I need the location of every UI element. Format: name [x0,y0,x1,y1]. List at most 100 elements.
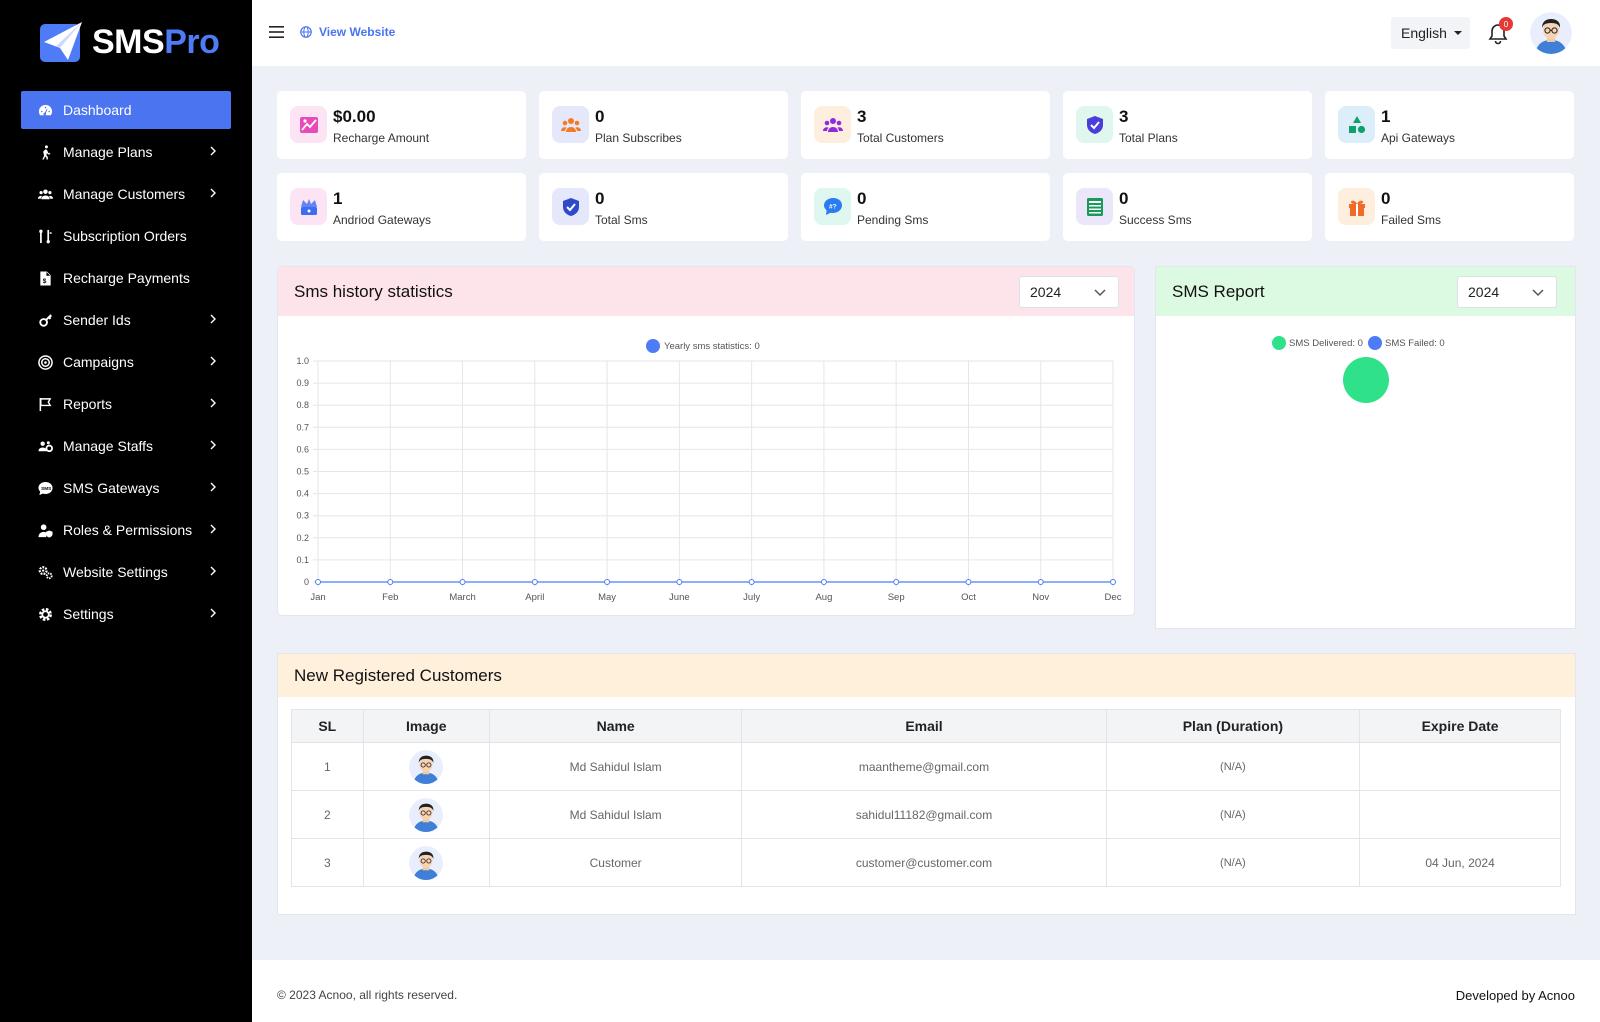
cell-email: sahidul11182@gmail.com [741,790,1107,839]
stat-card-success-sms: 0 Success Sms [1063,173,1312,241]
sidebar-item-roles-permissions[interactable]: Roles & Permissions [21,511,231,549]
user-avatar[interactable] [1530,12,1572,54]
brand-logo[interactable]: SMSPro [40,22,220,62]
brand-name: SMSPro [92,22,220,61]
table-row: 1 Md Sahidul Islam maantheme@gmail.com (… [291,742,1561,791]
x-tick-label: June [669,592,690,603]
sidebar-item-label: Subscription Orders [63,228,187,244]
sidebar-item-settings[interactable]: Settings [21,595,231,633]
column-header-image[interactable]: Image [362,709,490,743]
cell-plan: (N/A) [1105,790,1361,839]
sidebar-item-label: Settings [63,606,114,622]
stat-label: Recharge Amount [333,131,430,145]
paper-plane-logo-icon [40,22,82,62]
x-tick-label: April [525,592,544,603]
sidebar-item-website-settings[interactable]: Website Settings [21,553,231,591]
column-header-email[interactable]: Email [741,709,1107,743]
stat-value: 0 [1381,189,1391,208]
x-tick-label: May [598,592,616,603]
y-tick-label: 0.3 [296,511,309,521]
notification-count-badge: 0 [1499,17,1513,31]
sms-report-year-select[interactable]: 2024 [1457,276,1557,308]
flag-icon [37,396,53,412]
stat-value: 0 [595,189,605,208]
people-group-icon [552,106,589,143]
sms-history-header: Sms history statistics [278,267,1134,316]
sidebar-item-label: Website Settings [63,564,168,580]
sms-report-year-value: 2024 [1468,284,1500,300]
shield-check-icon [1076,106,1113,143]
cell-image [362,742,490,791]
sms-history-year-select[interactable]: 2024 [1019,276,1119,308]
view-website-link[interactable]: View Website [300,25,395,39]
column-header-plan-duration[interactable]: Plan (Duration) [1105,709,1361,743]
hamburger-menu-icon[interactable] [269,26,284,38]
stat-value: 0 [857,189,867,208]
sidebar-item-label: Recharge Payments [63,270,190,286]
sms-report-title: SMS Report [1172,281,1265,301]
sidebar-item-manage-staffs[interactable]: Manage Staffs [21,427,231,465]
gift-icon [1338,188,1375,225]
column-header-sl[interactable]: SL [291,709,364,743]
sidebar-item-campaigns[interactable]: Campaigns [21,343,231,381]
topbar: View Website English 0 [252,0,1600,66]
stat-label: Failed Sms [1381,213,1442,227]
sidebar-item-manage-plans[interactable]: Manage Plans [21,133,231,171]
stat-card-total-sms: 0 Total Sms [539,173,788,241]
stat-value: 1 [333,189,343,208]
user-shield-icon [37,522,53,538]
cell-plan: (N/A) [1105,838,1361,887]
chevron-right-icon [210,188,216,198]
sidebar-item-dashboard[interactable]: Dashboard [21,91,231,129]
svg-text:$: $ [42,278,46,285]
data-point [387,579,394,585]
sms-report-pie-chart: SMS Delivered: 0 SMS Failed: 0 [1272,336,1445,403]
x-tick-label: Jan [310,592,325,603]
x-tick-label: Feb [382,592,398,603]
sidebar-item-sender-ids[interactable]: Sender Ids [21,301,231,339]
gears-icon [37,564,53,580]
data-point [531,579,538,585]
stat-value: 3 [857,107,867,126]
target-icon [37,354,53,370]
sidebar-item-recharge-payments[interactable]: $ Recharge Payments [21,259,231,297]
x-tick-label: Dec [1105,592,1122,603]
chevron-right-icon [210,146,216,156]
stat-card-recharge-amount: $0.00 Recharge Amount [277,91,526,159]
data-point [893,579,900,585]
cell-name: Md Sahidul Islam [488,790,743,839]
key-icon [37,312,53,328]
column-header-expire-date[interactable]: Expire Date [1359,709,1561,743]
customers-title: New Registered Customers [294,665,502,685]
shield-check-icon [552,188,589,225]
sidebar-item-label: Dashboard [63,102,132,118]
stat-card-total-customers: 3 Total Customers [801,91,1050,159]
stat-value: $0.00 [333,107,376,126]
chat-question-icon: #? [814,188,851,225]
sidebar-item-label: Manage Staffs [63,438,154,454]
view-website-label: View Website [319,25,396,39]
sidebar-item-subscription-orders[interactable]: Subscription Orders [21,217,231,255]
people-group-icon [814,106,851,143]
stat-card-total-plans: 3 Total Plans [1063,91,1312,159]
data-point [1110,579,1116,585]
y-tick-label: 0 [304,577,309,587]
sidebar-item-sms-gateways[interactable]: SMS SMS Gateways [21,469,231,507]
x-tick-label: March [449,592,475,603]
globe-icon [300,26,312,38]
cell-name: Customer [488,838,743,887]
sidebar-item-manage-customers[interactable]: Manage Customers [21,175,231,213]
users-cog-icon [37,438,53,454]
sidebar-item-reports[interactable]: Reports [21,385,231,423]
stat-label: Pending Sms [857,213,929,227]
image-chart-icon [290,106,327,143]
stat-card-andriod-gateways: 1 Andriod Gateways [277,173,526,241]
column-header-name[interactable]: Name [488,709,743,743]
svg-text:SMS: SMS [41,485,51,490]
data-point [820,579,827,585]
language-dropdown[interactable]: English [1391,17,1470,49]
sidebar-item-label: Sender Ids [63,312,131,328]
chevron-right-icon [210,608,216,618]
y-tick-label: 0.7 [296,422,309,432]
gear-icon [37,606,53,622]
